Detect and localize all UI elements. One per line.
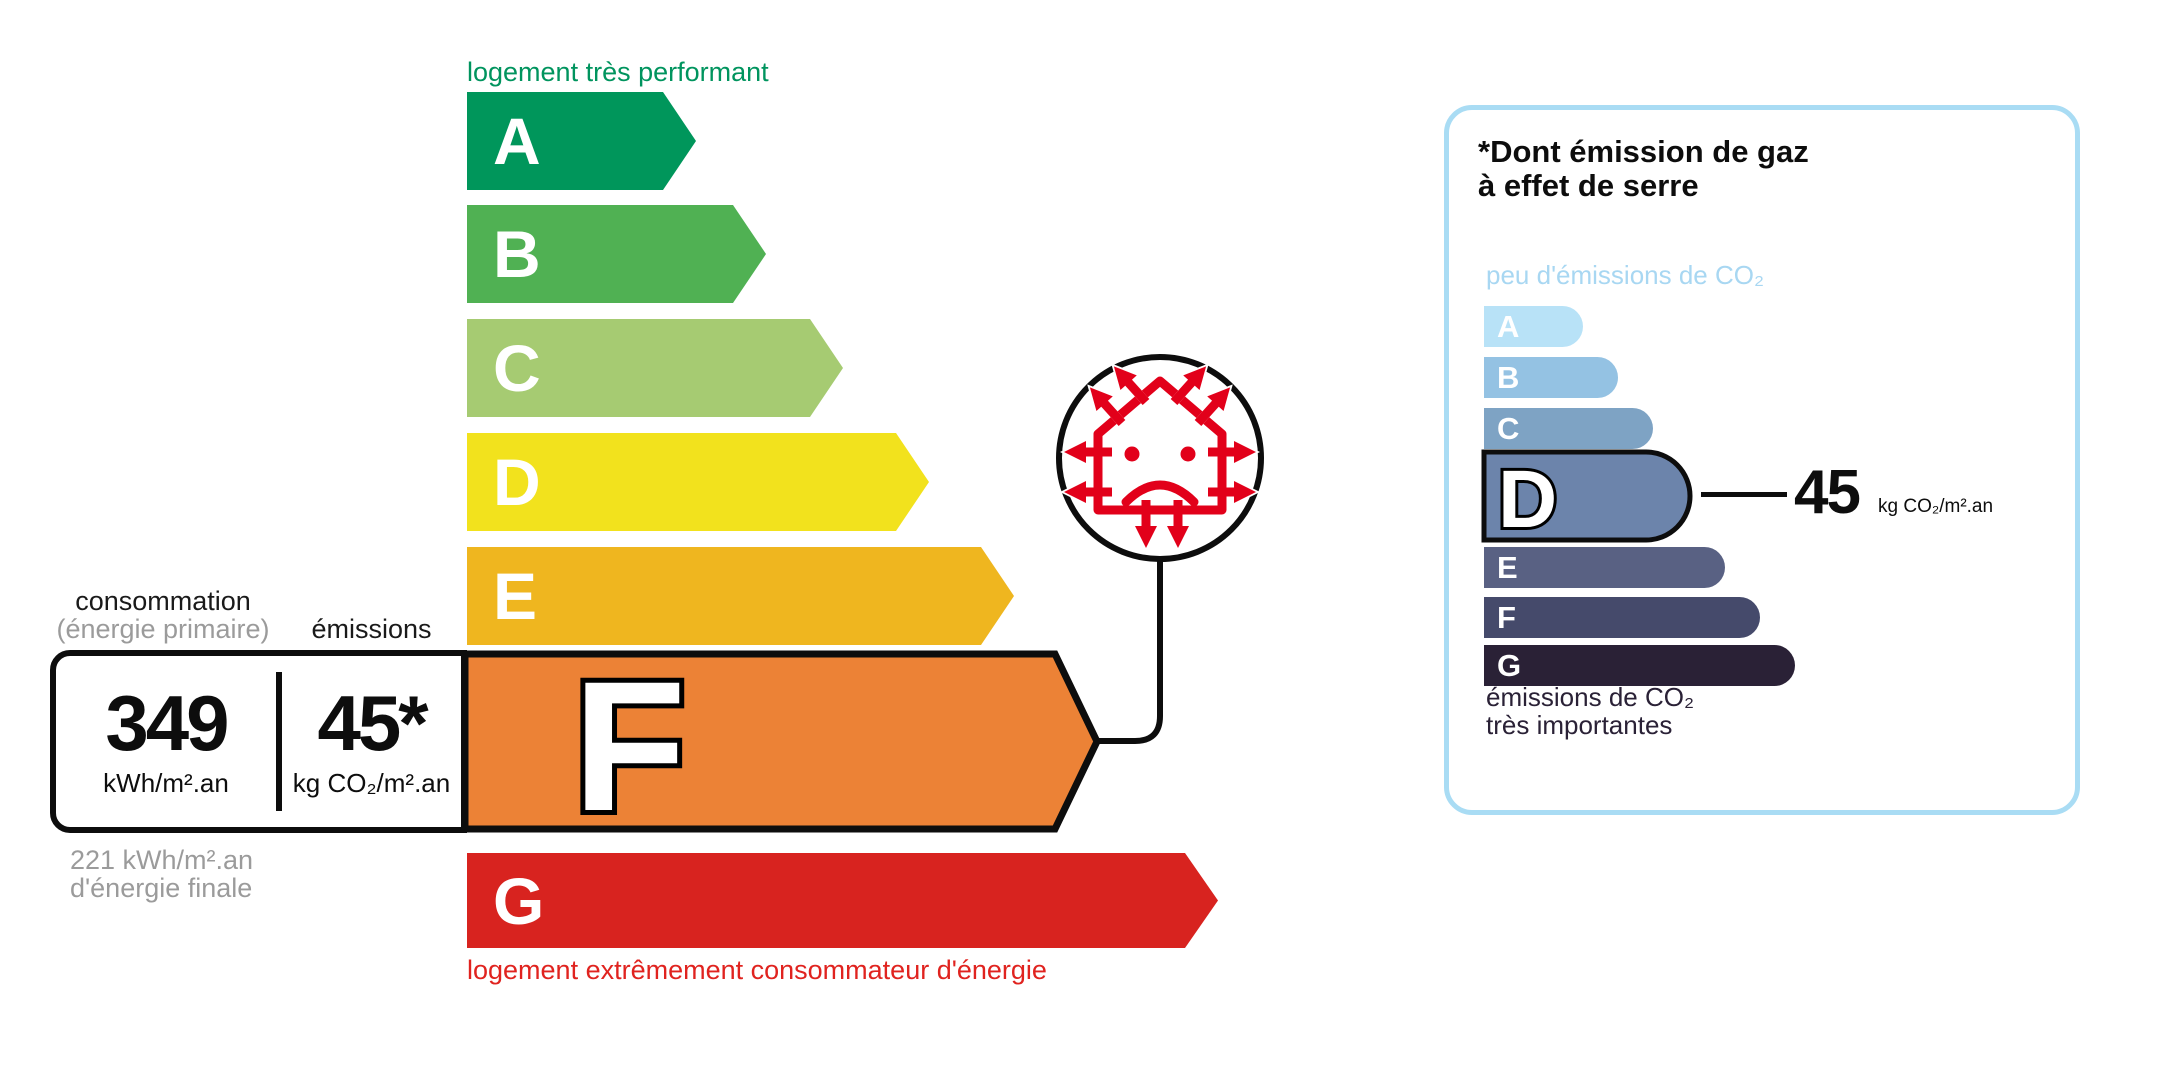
co2-low-emissions-caption: peu d'émissions de CO₂ <box>1486 260 1765 290</box>
co2-class-bar-a: A <box>1484 306 1583 347</box>
energy-class-arrow-d: D <box>467 433 929 531</box>
energy-class-arrow-g: G <box>467 853 1218 948</box>
energy-class-arrow-c: C <box>467 319 843 417</box>
consumption-value: 349 <box>105 679 229 767</box>
top-performance-caption: logement très performant <box>467 57 769 87</box>
co2-class-bar-d-shape <box>1481 449 1693 543</box>
energy-leak-badge <box>1056 354 1264 562</box>
energy-class-arrow-e: E <box>467 547 1014 645</box>
energy-class-letter-c: C <box>493 331 541 405</box>
co2-high-emissions-caption-line1: émissions de CO₂ <box>1486 682 1695 712</box>
leak-arrows <box>1060 363 1260 552</box>
co2-selected-value-unit: kg CO₂/m².an <box>1878 496 1994 517</box>
consumption-column-label: consommation <box>75 586 251 616</box>
co2-class-bar-g: G <box>1484 645 1795 686</box>
co2-class-letter-c: C <box>1497 411 1520 446</box>
co2-class-letter-f: F <box>1497 600 1516 635</box>
energy-class-letter-b: B <box>493 217 541 291</box>
energy-class-arrow-b: B <box>467 205 766 303</box>
co2-class-letter-d: D <box>1498 454 1557 544</box>
final-energy-line2: d'énergie finale <box>70 873 253 903</box>
co2-panel-title-line2: à effet de serre <box>1478 168 1699 203</box>
co2-class-letter-a: A <box>1497 309 1520 344</box>
final-energy-line1: 221 kWh/m².an <box>70 845 254 875</box>
energy-class-letter-a: A <box>493 104 541 178</box>
co2-class-bar-b: B <box>1484 357 1618 398</box>
co2-class-bar-c: C <box>1484 408 1653 449</box>
co2-class-letter-g: G <box>1497 648 1522 683</box>
energy-class-letter-d: D <box>493 445 541 519</box>
co2-value-leader-line <box>1701 492 1787 497</box>
arrow-to-badge-connector <box>1097 560 1163 744</box>
energy-class-arrow-f-shape <box>461 650 1101 833</box>
emissions-value: 45* <box>317 679 428 767</box>
consumption-value-cell: 349 kWh/m².an <box>56 656 276 827</box>
emissions-column-label: émissions <box>311 614 432 644</box>
value-box-divider <box>276 672 282 811</box>
emissions-unit: kg CO₂/m².an <box>292 768 451 798</box>
co2-class-letter-e: E <box>1497 550 1518 585</box>
energy-class-letter-g: G <box>493 863 545 938</box>
energy-class-letter-e: E <box>493 559 538 633</box>
energy-class-arrow-f-selected: F <box>461 650 1101 833</box>
bottom-performance-caption: logement extrêmement consommateur d'éner… <box>467 955 1047 985</box>
energy-class-arrow-a: A <box>467 92 696 190</box>
sad-house-icon <box>1060 363 1260 552</box>
primary-energy-sublabel: (énergie primaire) <box>56 614 270 644</box>
co2-class-bar-f: F <box>1484 597 1760 638</box>
co2-high-emissions-caption-line2: très importantes <box>1486 710 1673 740</box>
co2-class-bar-d-selected: D <box>1481 449 1693 544</box>
energy-class-letter-f: F <box>573 650 686 833</box>
consumption-emissions-value-box: 349 kWh/m².an 45* kg CO₂/m².an <box>50 650 467 833</box>
consumption-unit: kWh/m².an <box>103 768 229 798</box>
co2-panel-title-line1: *Dont émission de gaz <box>1478 134 1809 169</box>
emissions-value-cell: 45* kg CO₂/m².an <box>282 656 461 827</box>
sad-face <box>1121 446 1199 507</box>
co2-selected-value: 45 <box>1794 458 1861 527</box>
co2-class-bar-e: E <box>1484 547 1725 588</box>
co2-class-letter-b: B <box>1497 360 1520 395</box>
